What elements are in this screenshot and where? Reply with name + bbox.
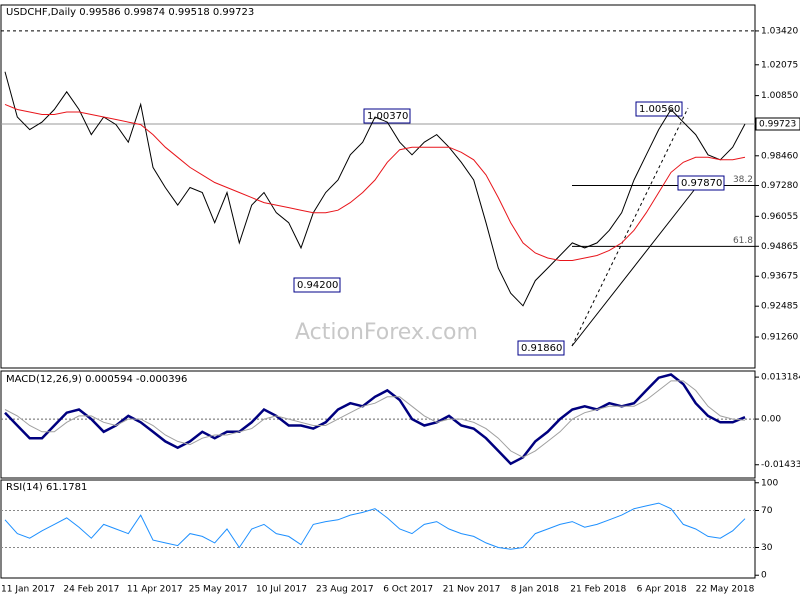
x-tick-label: 8 Jan 2018	[511, 585, 559, 595]
y-tick-label: 100	[761, 478, 778, 488]
last-price-box	[755, 117, 800, 131]
y-tick-label: 1.00850	[761, 91, 798, 101]
last-price-label: 0.99723	[759, 119, 796, 129]
y-tick-label: 0	[761, 571, 767, 581]
watermark: ActionForex.com	[295, 320, 478, 345]
fib-label: 61.8	[733, 236, 753, 246]
annotation-box	[517, 340, 565, 356]
x-tick-label: 6 Oct 2017	[383, 585, 433, 595]
annotation: 0.91860	[521, 343, 562, 354]
y-tick-label: 0.93675	[761, 272, 798, 282]
x-tick-label: 24 Feb 2017	[63, 585, 119, 595]
y-tick-label: 0.92485	[761, 302, 798, 312]
x-tick-label: 21 Nov 2017	[443, 585, 501, 595]
series-line	[4, 502, 746, 550]
annotation: 1.00370	[367, 111, 408, 122]
y-tick-label: 0.013184	[761, 373, 800, 383]
y-tick-label: 70	[761, 506, 773, 516]
annotation-box	[635, 101, 683, 117]
macd-title: MACD(12,26,9) 0.000594 -0.000396	[6, 374, 187, 385]
y-tick-label: 0.94865	[761, 242, 798, 252]
series-line	[4, 380, 746, 458]
rsi-panel	[0, 479, 756, 579]
x-tick-label: 11 Apr 2017	[127, 585, 183, 595]
series-line	[4, 103, 746, 261]
x-tick-label: 10 Jul 2017	[256, 585, 307, 595]
y-tick-label: 0.96055	[761, 212, 798, 222]
annotation-box	[293, 277, 341, 293]
trend-line-dashed	[571, 107, 689, 347]
chart-title: USDCHF,Daily 0.99586 0.99874 0.99518 0.9…	[6, 7, 254, 18]
x-tick-label: 11 Jan 2017	[1, 585, 55, 595]
y-tick-label: 0.91260	[761, 333, 798, 343]
annotation: 1.00560	[639, 104, 680, 115]
rsi-title: RSI(14) 61.1781	[6, 482, 87, 493]
y-tick-label: 30	[761, 543, 773, 553]
y-tick-label: 0.98460	[761, 151, 798, 161]
price-panel	[0, 4, 756, 369]
x-tick-label: 6 Apr 2018	[637, 585, 687, 595]
y-tick-label: 1.02075	[761, 60, 798, 70]
annotation: 0.97870	[681, 178, 722, 189]
x-tick-label: 23 Aug 2017	[316, 585, 374, 595]
y-tick-label: -0.014339	[761, 460, 800, 470]
macd-panel	[0, 370, 756, 479]
y-tick-label: 1.03420	[761, 26, 798, 36]
annotation-box	[363, 108, 411, 124]
x-tick-label: 21 Feb 2018	[570, 585, 626, 595]
y-tick-label: 0.97280	[761, 181, 798, 191]
x-tick-label: 22 May 2018	[696, 585, 755, 595]
x-tick-label: 25 May 2017	[189, 585, 248, 595]
fib-label: 38.2	[733, 175, 753, 185]
annotation: 0.94200	[297, 280, 338, 291]
y-tick-label: 0.00	[761, 415, 781, 425]
trend-line	[571, 179, 703, 347]
annotation-box	[677, 175, 725, 191]
series-line	[4, 71, 746, 307]
